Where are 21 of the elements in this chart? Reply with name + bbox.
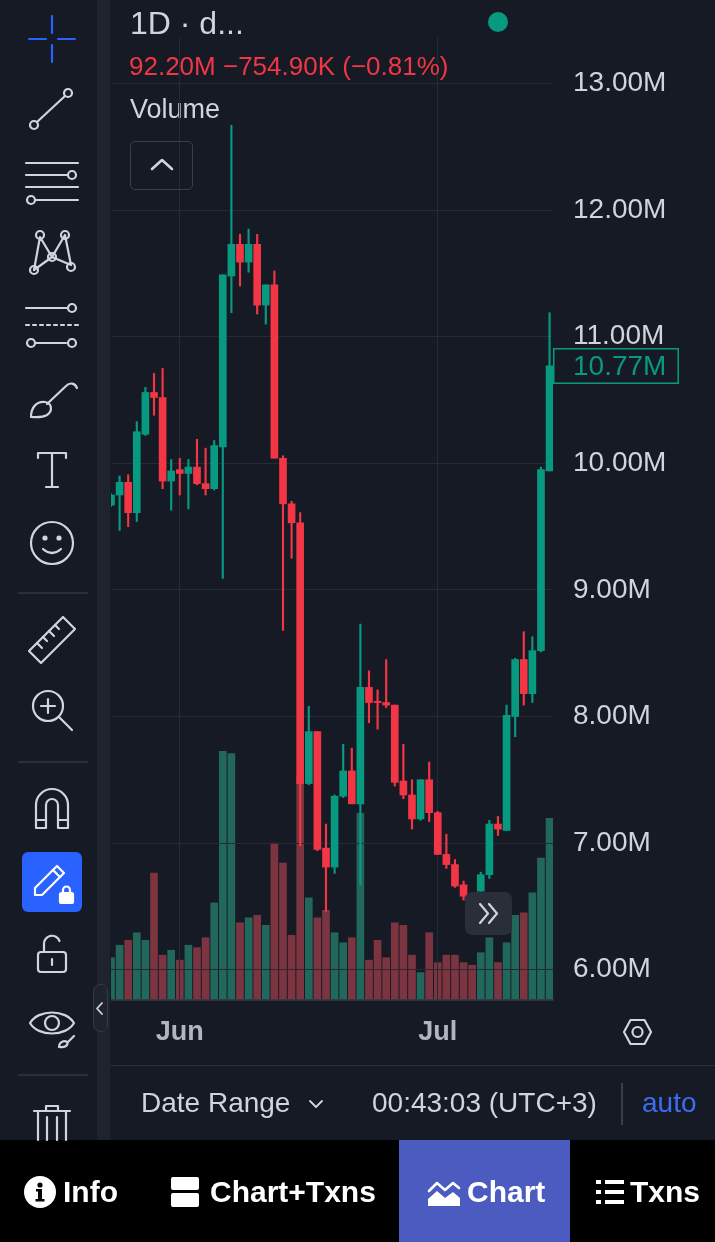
text: Txns: [630, 1174, 701, 1210]
text: 00:43:03 (UTC+3): [372, 1086, 597, 1120]
y-tick-label: 11.00M: [573, 319, 665, 351]
text: 10.77M: [573, 349, 667, 381]
text: auto: [642, 1086, 697, 1120]
text: Date Range: [141, 1086, 291, 1120]
chart-title: 1D · d...: [130, 4, 244, 43]
y-tick-label: 13.00M: [573, 66, 667, 98]
chart-title: Volume: [130, 93, 221, 126]
y-tick-label: 8.00M: [573, 699, 651, 731]
y-tick-label: 7.00M: [573, 825, 651, 857]
y-tick-label: 6.00M: [573, 952, 651, 984]
text: Chart: [467, 1174, 546, 1210]
y-tick-label: 12.00M: [573, 192, 667, 224]
text: Info: [63, 1174, 118, 1210]
text: 92.20M −754.90K (−0.81%): [129, 51, 449, 83]
text: Chart+Txns: [210, 1174, 376, 1210]
x-tick-label: Jun: [155, 1015, 204, 1046]
y-tick-label: 9.00M: [573, 572, 651, 604]
x-tick-label: Jul: [418, 1015, 458, 1046]
y-tick-label: 10.00M: [573, 446, 667, 478]
